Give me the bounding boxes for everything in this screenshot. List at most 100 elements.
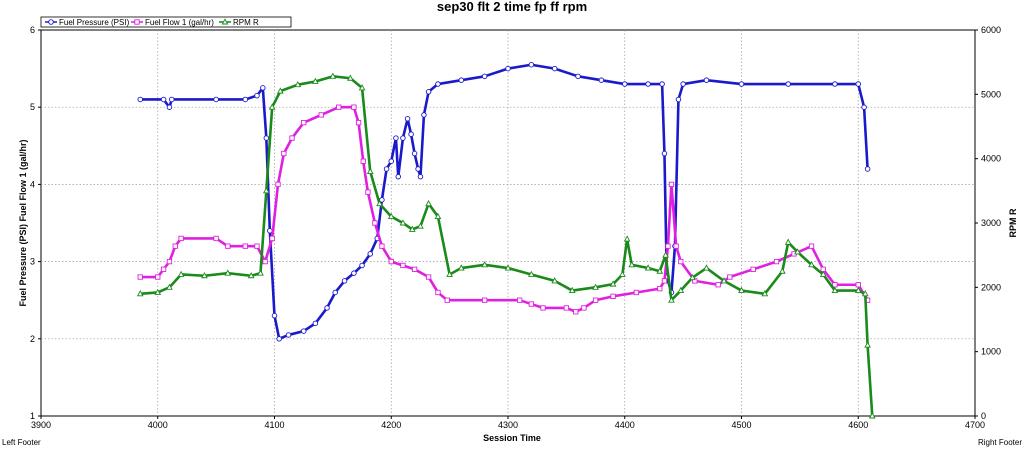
data-point — [808, 243, 815, 249]
data-point — [341, 278, 348, 284]
data-point — [773, 258, 780, 265]
y-tick-label: 3 — [30, 257, 35, 267]
x-tick-label: 4200 — [381, 420, 401, 430]
data-point — [738, 286, 745, 293]
data-point — [738, 81, 745, 87]
data-point — [312, 77, 319, 84]
data-point — [435, 81, 441, 87]
legend: Fuel Pressure (PSI) Fuel Flow 1 (gal/hr) R… — [40, 16, 292, 28]
data-point — [854, 286, 862, 293]
data-point — [312, 320, 319, 327]
data-point — [689, 273, 696, 281]
data-point — [136, 290, 144, 297]
data-point — [425, 89, 432, 95]
series-line — [140, 75, 874, 417]
data-point — [808, 261, 815, 268]
x-tick-label: 4100 — [264, 420, 284, 430]
y-tick-label: 1 — [30, 411, 35, 421]
data-point — [276, 87, 284, 94]
data-point — [458, 77, 465, 83]
data-point — [166, 104, 173, 110]
y-right-tick-label: 2000 — [981, 282, 1001, 292]
data-point — [399, 219, 407, 226]
chart-title: sep30 flt 2 time fp ff rpm — [437, 0, 587, 14]
data-point — [668, 296, 675, 303]
y-tick-label: 6 — [30, 25, 35, 35]
data-point — [720, 277, 728, 284]
data-point — [254, 243, 260, 249]
data-point — [703, 77, 710, 83]
data-point — [855, 282, 861, 288]
data-point — [425, 199, 432, 207]
data-point — [540, 305, 546, 311]
x-tick-label: 4400 — [615, 420, 635, 430]
data-point — [528, 61, 535, 68]
data-point — [675, 96, 682, 103]
data-point — [609, 280, 617, 287]
y-right-tick-label: 4000 — [981, 154, 1001, 164]
data-point — [355, 119, 362, 126]
data-point — [329, 72, 337, 79]
data-point — [388, 158, 395, 164]
data-point — [861, 290, 869, 297]
data-point — [324, 305, 330, 311]
data-point — [388, 258, 394, 265]
data-point — [819, 270, 827, 277]
y-right-tick-label: 6000 — [981, 25, 1001, 35]
x-tick-label: 4000 — [148, 420, 168, 430]
x-tick-label: 4300 — [498, 420, 518, 430]
data-point — [169, 96, 175, 103]
data-point — [411, 266, 418, 272]
data-point — [680, 81, 686, 87]
data-point — [644, 264, 652, 271]
data-point — [408, 225, 416, 232]
y-axis-right-label: RPM R — [1008, 208, 1018, 238]
data-point — [318, 112, 324, 118]
data-point — [257, 269, 264, 276]
x-axis-label: Session Time — [483, 433, 541, 443]
y-right-tick-label: 5000 — [981, 89, 1001, 99]
data-point — [213, 235, 219, 242]
data-point — [271, 312, 278, 319]
data-point — [154, 288, 162, 295]
x-tick-label: 4600 — [848, 420, 868, 430]
data-point — [247, 272, 255, 279]
data-point — [592, 283, 599, 290]
data-point — [628, 261, 636, 268]
data-point — [300, 328, 307, 334]
data-point — [715, 282, 721, 288]
data-point — [785, 81, 791, 87]
data-point — [623, 235, 631, 242]
data-point — [213, 96, 219, 103]
data-point — [673, 243, 679, 249]
x-axis-ticks: 3900 4000 4100 4200 4300 4400 4500 4600 4700 — [31, 416, 985, 430]
data-point — [160, 266, 167, 272]
data-point — [659, 81, 665, 87]
data-point — [779, 267, 786, 274]
data-point — [276, 336, 282, 342]
legend-label: RPM R — [233, 18, 259, 27]
legend-marker — [221, 18, 229, 25]
data-point — [137, 96, 143, 103]
y-tick-label: 5 — [30, 102, 35, 112]
data-point — [172, 243, 178, 249]
legend-label: Fuel Flow 1 (gal/hr) — [145, 18, 214, 27]
data-point — [178, 235, 184, 242]
data-point — [677, 286, 685, 293]
data-point — [400, 262, 406, 269]
data-point — [444, 297, 450, 303]
data-point — [861, 104, 867, 110]
data-point — [404, 116, 411, 122]
data-point — [656, 267, 664, 274]
data-point — [332, 289, 338, 296]
y-tick-label: 2 — [30, 334, 35, 344]
data-point — [528, 301, 535, 307]
data-point — [784, 238, 792, 245]
data-point — [225, 243, 231, 249]
x-tick-label: 3900 — [31, 420, 51, 430]
right-footer: Right Footer — [977, 438, 1022, 447]
data-point — [224, 269, 232, 276]
data-point — [592, 297, 599, 303]
data-point — [855, 81, 862, 87]
data-point — [481, 261, 489, 268]
